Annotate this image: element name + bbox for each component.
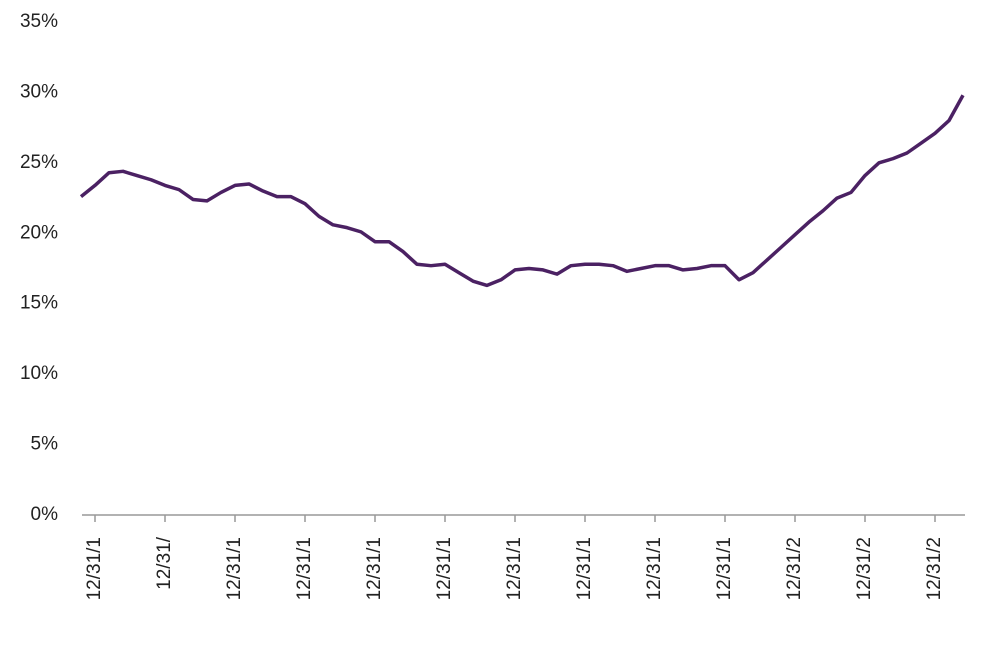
y-tick-label: 15% (20, 293, 58, 314)
y-tick-label: 35% (20, 11, 58, 32)
y-tick-label: 0% (31, 504, 59, 525)
x-tick-label: 12/31/2 (784, 537, 805, 600)
y-tick-label: 30% (20, 81, 58, 102)
x-tick-label: 12/31/1 (224, 537, 245, 600)
y-tick-label: 10% (20, 363, 58, 384)
x-tick-label: 12/31/1 (434, 537, 455, 600)
x-tick-label: 12/31/2 (924, 537, 945, 600)
x-tick-label: 12/31/ (154, 536, 175, 590)
x-tick-label: 12/31/1 (84, 537, 105, 600)
y-tick-label: 5% (31, 434, 59, 455)
y-tick-label: 25% (20, 152, 58, 173)
x-tick-label: 12/31/1 (504, 537, 525, 600)
x-tick-label: 12/31/1 (574, 537, 595, 600)
line-series (79, 94, 965, 288)
x-tick-label: 12/31/1 (714, 537, 735, 600)
x-tick-label: 12/31/1 (364, 537, 385, 600)
x-tick-label: 12/31/1 (644, 537, 665, 600)
x-tick-label: 12/31/1 (294, 537, 315, 600)
y-tick-label: 20% (20, 222, 58, 243)
x-tick-label: 12/31/2 (854, 537, 875, 600)
